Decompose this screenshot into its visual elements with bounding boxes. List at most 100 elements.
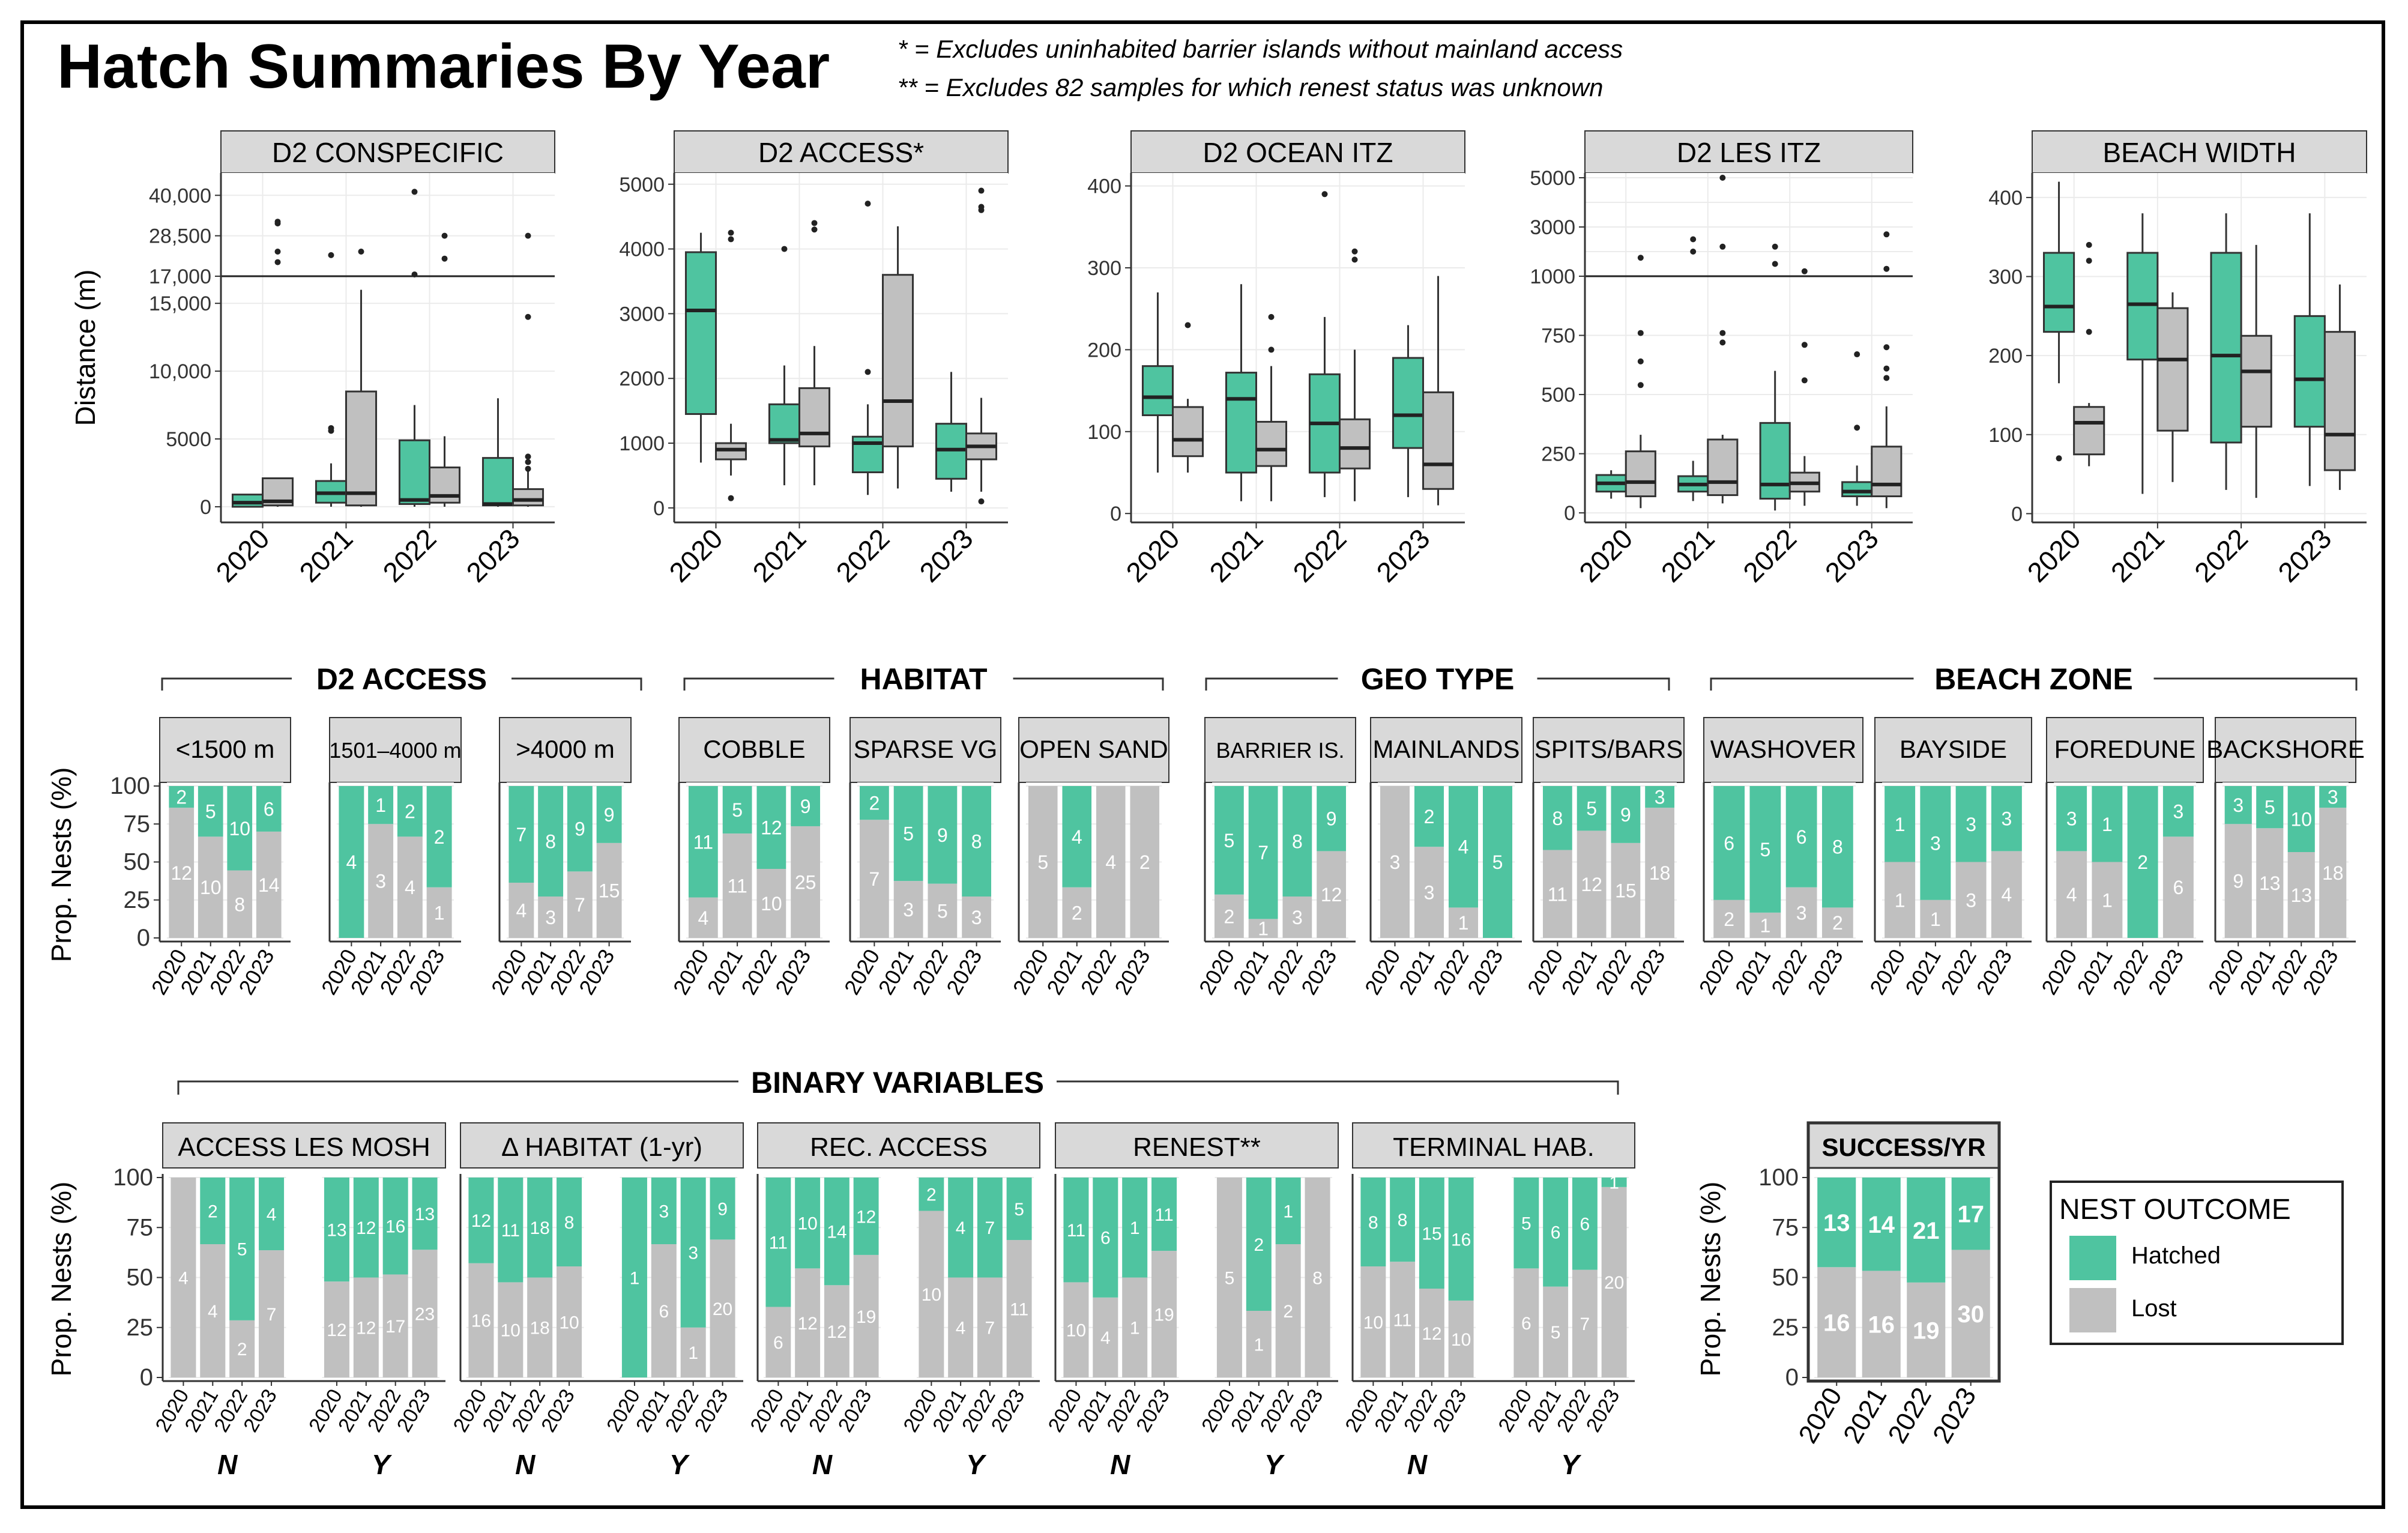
- data-label-lost: 2: [1139, 851, 1150, 873]
- data-label-lost: 12: [827, 1322, 846, 1342]
- panel-title: TERMINAL HAB.: [1393, 1132, 1595, 1162]
- outlier-point: [1801, 342, 1808, 348]
- bar-hatched: [527, 1178, 553, 1278]
- data-label-hatched: 11: [1154, 1205, 1173, 1225]
- y-tick-label: 10,000: [149, 360, 211, 383]
- group-bracket: [683, 677, 834, 691]
- x-tick-label: 2023: [2272, 522, 2337, 588]
- panel-title: FOREDUNE: [2054, 735, 2196, 763]
- data-label-lost: 11: [728, 875, 747, 897]
- bar-lost: [1360, 1266, 1386, 1377]
- bar-hatched: [651, 1178, 677, 1244]
- bar-lost: [382, 1274, 408, 1377]
- x-tick-label: 2022: [907, 945, 953, 999]
- bar-hatched: [397, 786, 423, 837]
- bar-hatched: [853, 1178, 879, 1255]
- data-label-lost: 13: [2259, 872, 2281, 894]
- y-tick-label: 40,000: [149, 184, 211, 207]
- bar-lost: [1513, 1268, 1539, 1377]
- panel-title: BARRIER IS.: [1216, 738, 1344, 763]
- y-tick-label: 300: [1087, 257, 1121, 280]
- bar-lost: [928, 883, 958, 938]
- y-tick-label: 5000: [1530, 167, 1575, 190]
- data-label-lost: 23: [415, 1304, 435, 1324]
- bar-hatched: [412, 1178, 438, 1250]
- bar-hatched: [2287, 786, 2315, 852]
- x-tick-label: 2022: [830, 522, 895, 588]
- bar-lost: [1062, 887, 1092, 938]
- category-group-3: BEACH ZONEWASHOVER2615362820202021202220…: [1694, 662, 2364, 999]
- box-hatched: [2210, 252, 2242, 444]
- y-axis-title: Distance (m): [70, 270, 101, 426]
- outlier-point: [1268, 313, 1275, 320]
- data-label-lost: 7: [869, 868, 880, 890]
- data-label-lost: 1: [434, 902, 445, 924]
- data-label-lost: 3: [1390, 851, 1401, 873]
- data-label-lost: 10: [1363, 1313, 1383, 1332]
- outlier-point: [274, 259, 281, 265]
- bar-lost: [527, 1277, 553, 1377]
- outlier-point: [525, 465, 531, 472]
- panel-title: RENEST**: [1133, 1132, 1261, 1162]
- bar-lost: [824, 1285, 849, 1377]
- data-label-hatched: 10: [2290, 809, 2312, 830]
- bar-hatched: [468, 1178, 494, 1263]
- x-tick-label: 2021: [1228, 945, 1273, 999]
- data-label-hatched: 2: [2137, 851, 2148, 873]
- data-label-lost: 2: [237, 1340, 247, 1359]
- bar-lost: [2287, 852, 2315, 938]
- data-label-hatched: 12: [471, 1211, 491, 1231]
- bar-lost: [2092, 862, 2123, 938]
- y-tick-label: 100: [1087, 421, 1121, 444]
- bar-hatched: [1713, 786, 1745, 900]
- y-tick-label: 50: [127, 1265, 154, 1291]
- box-panel-0: D2 CONSPECIFIC 0 5000 10,000 15,000 17,000 28,…: [70, 130, 555, 588]
- bar-lost: [567, 871, 593, 938]
- x-tick-label: 2023: [460, 522, 525, 588]
- data-label-lost: 12: [1321, 884, 1342, 906]
- outlier-point: [865, 201, 871, 207]
- data-label-hatched: 9: [800, 796, 811, 817]
- data-label-lost: 11: [1010, 1299, 1028, 1319]
- data-label-hatched: 1: [1895, 814, 1906, 835]
- outlier-point: [525, 459, 531, 465]
- bar-hatched: [2092, 786, 2123, 862]
- y-tick-label: 200: [1988, 345, 2023, 367]
- data-label-lost: 4: [2066, 884, 2077, 906]
- bar-hatched: [2162, 786, 2194, 837]
- data-label-lost: 2: [1283, 1302, 1293, 1322]
- box-lost: [1625, 450, 1656, 498]
- bar-hatched: [919, 1178, 944, 1211]
- data-label-hatched: 9: [1326, 808, 1337, 830]
- bar-hatched: [353, 1178, 379, 1278]
- panel-strip: [1584, 130, 1913, 174]
- side-label-y: Y: [1264, 1449, 1285, 1480]
- data-label-hatched: 7: [1258, 842, 1269, 863]
- bar-hatched: [1907, 1178, 1946, 1283]
- outlier-point: [1883, 231, 1890, 238]
- data-label-lost: 1: [1258, 918, 1269, 940]
- bar-lost: [1096, 786, 1126, 938]
- data-label-hatched: 16: [1451, 1230, 1471, 1250]
- y-tick-label: 0: [140, 1364, 153, 1391]
- binary-panel-3: RENEST**10114611191151221820202021202220…: [1044, 1122, 1339, 1480]
- y-tick-label: 50: [1772, 1265, 1799, 1291]
- data-label-lost: 12: [1581, 874, 1602, 895]
- bar-hatched: [948, 1178, 974, 1278]
- bar-hatched: [756, 786, 786, 869]
- data-label-lost: 12: [327, 1320, 346, 1340]
- y-tick-label: 750: [1541, 325, 1575, 348]
- bar-lost: [1713, 900, 1745, 938]
- data-label-lost: 8: [234, 893, 245, 915]
- group-label: GEO TYPE: [1361, 662, 1515, 696]
- bar-hatched: [339, 786, 364, 938]
- y-tick-label: 3000: [1530, 216, 1575, 239]
- bar-hatched: [1572, 1178, 1598, 1270]
- box-panel-1: D2 ACCESS* 0 1000 2000 3000 4000 5000 2020 2021 2…: [619, 130, 1009, 588]
- data-label-hatched: 16: [385, 1217, 405, 1237]
- side-label-y: Y: [669, 1449, 690, 1480]
- outlier-point: [1637, 330, 1644, 336]
- y-tick-label: 100: [1988, 424, 2023, 447]
- data-label-lost: 10: [501, 1321, 521, 1341]
- y-tick-label: 0: [1110, 503, 1121, 525]
